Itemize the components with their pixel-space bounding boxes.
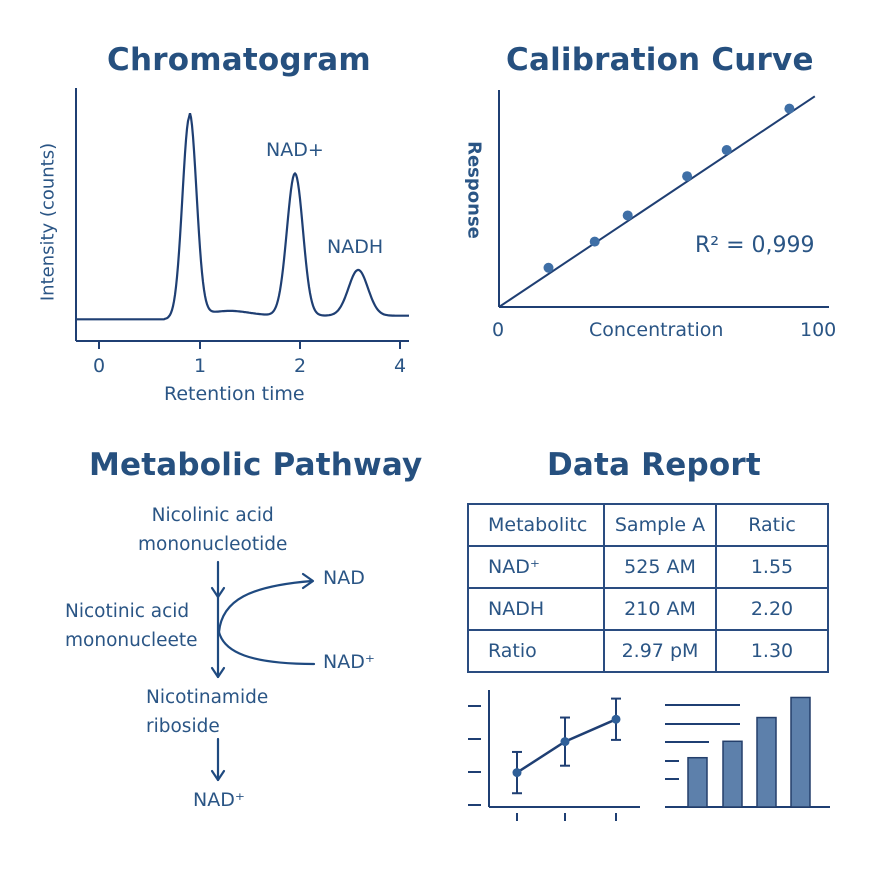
table-cell: 525 AM (603, 545, 717, 589)
data-point (682, 171, 693, 182)
pathway-node-nicotinic-acid-mononucleotide: Nicolinic acid mononucleotide (138, 501, 287, 559)
branch-in-curve (217, 630, 316, 666)
x-tick-label: 2 (294, 355, 306, 377)
pathway-title: Metabolic Pathway (89, 447, 423, 483)
table-row: NAD⁺ 525 AM 1.55 (467, 545, 829, 589)
table-header-row: Metabolitc Sample A Ratic (467, 503, 829, 547)
data-point (611, 714, 621, 724)
node-line: Nicolinic acid (151, 505, 274, 526)
data-point (721, 145, 732, 156)
node-line: mononucleete (65, 630, 198, 651)
branch-out-arrowhead (301, 572, 315, 590)
fit-line (498, 95, 816, 308)
chromatogram-title: Chromatogram (107, 42, 371, 78)
table-cell: 2.97 pM (603, 629, 717, 673)
table-cell: 1.30 (715, 629, 829, 673)
calibration-x-max: 100 (800, 319, 837, 341)
table-cell: NADH (467, 587, 605, 631)
chromatogram-xlabel: Retention time (164, 383, 305, 405)
table-row: Ratio 2.97 pM 1.30 (467, 629, 829, 673)
node-line: Nicotinamide (146, 687, 269, 708)
data-report-table: Metabolitc Sample A Ratic NAD⁺ 525 AM 1.… (467, 503, 829, 673)
table-cell: Ratio (467, 629, 605, 673)
table-row: NADH 210 AM 2.20 (467, 587, 829, 631)
calibration-title: Calibration Curve (506, 42, 814, 78)
pathway-node-nicotinic-acid-mononucleeete: Nicotinic acid mononucleete (65, 597, 198, 655)
arrow-head-2 (210, 666, 226, 679)
peak-label-nad: NAD+ (266, 139, 324, 161)
bar (722, 740, 743, 808)
report-title: Data Report (547, 447, 761, 483)
data-point (512, 768, 522, 778)
header-cell: Sample A (603, 503, 717, 547)
node-line: Nicotinic acid (65, 601, 190, 622)
x-tick-label: 0 (93, 355, 105, 377)
node-line: NAD⁺ (193, 789, 245, 811)
data-point (560, 737, 570, 747)
x-tick-label: 4 (394, 355, 406, 377)
node-line: mononucleotide (138, 534, 288, 555)
chromatogram-trace (77, 112, 409, 321)
peak-label-nadh: NADH (327, 236, 384, 258)
bar (790, 696, 811, 808)
x-tick-label: 1 (194, 355, 206, 377)
table-cell: NAD⁺ (467, 545, 605, 589)
header-cell: Ratic (715, 503, 829, 547)
node-line: riboside (146, 716, 220, 737)
pathway-branch-out-label: NAD (323, 567, 365, 589)
pathway-branch-in-label: NAD⁺ (323, 651, 375, 673)
branch-out-curve (217, 579, 314, 634)
bar (687, 756, 708, 808)
table-cell: 1.55 (715, 545, 829, 589)
calibration-xlabel: Concentration (589, 319, 724, 341)
r-squared-annotation: R² = 0,999 (695, 233, 815, 258)
pathway-node-nicotinamide-riboside: Nicotinamide riboside (146, 683, 268, 741)
data-point (622, 210, 633, 221)
arrow-head-3 (210, 769, 226, 782)
pathway-node-nad-final: NAD⁺ (193, 786, 245, 815)
data-point (784, 103, 795, 114)
calibration-x-min: 0 (492, 319, 505, 341)
data-point (543, 262, 554, 273)
data-point (589, 236, 600, 247)
header-cell: Metabolitc (467, 503, 605, 547)
table-cell: 210 AM (603, 587, 717, 631)
table-cell: 2.20 (715, 587, 829, 631)
bar (756, 716, 777, 808)
